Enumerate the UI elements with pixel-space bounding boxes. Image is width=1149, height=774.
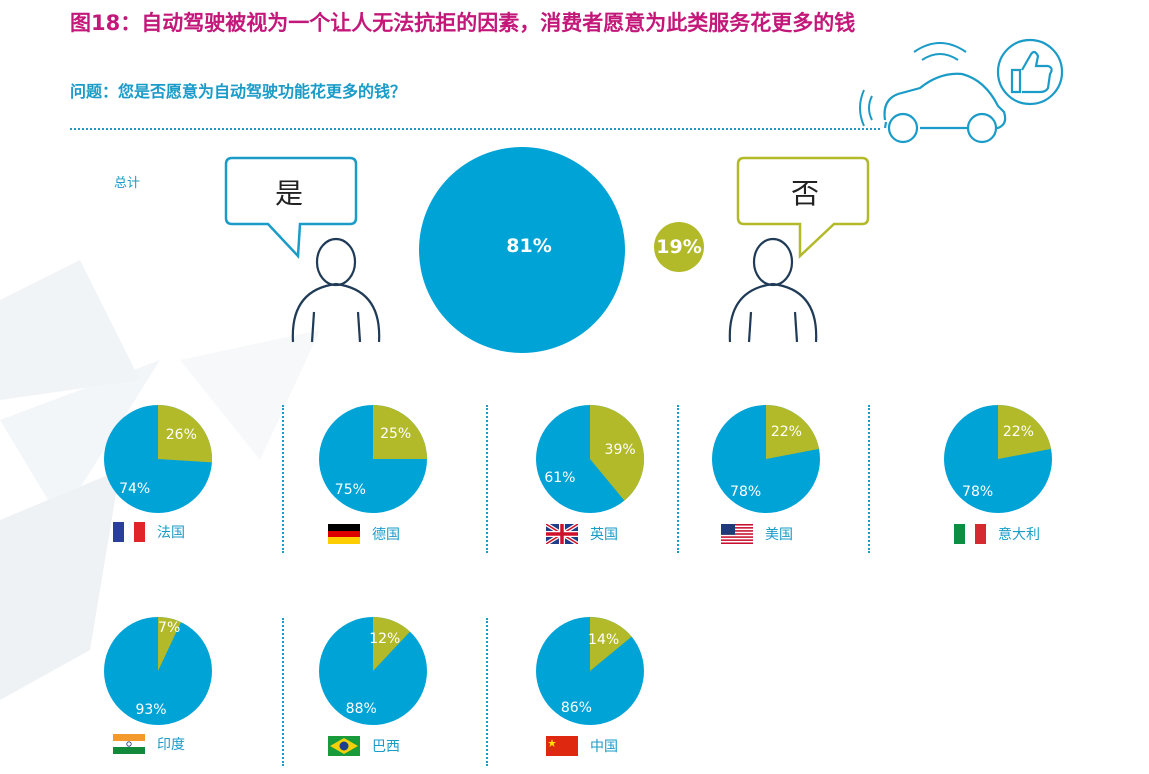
country-pie-chart: 39% 61%	[505, 374, 675, 544]
no-speech-bubble	[736, 156, 870, 259]
person-yes-icon	[291, 237, 381, 343]
pie-slice-no	[158, 405, 212, 463]
country-legend: 意大利	[954, 524, 1040, 544]
pie-label-yes: 93%	[135, 702, 167, 719]
country-pie-chart: 14% 86%	[505, 586, 675, 756]
pie-label-yes: 75%	[334, 481, 366, 498]
pie-slice-no	[998, 405, 1052, 459]
country-pie-chart: 22% 78%	[681, 374, 851, 544]
pie-label-no: 14%	[588, 632, 620, 649]
separator-line	[282, 405, 284, 553]
pie-label-no: 26%	[165, 427, 197, 444]
country-name: 中国	[590, 739, 618, 755]
pie-label-yes: 78%	[962, 483, 994, 500]
country-legend: 印度	[113, 734, 185, 754]
separator-line	[282, 618, 284, 766]
separator-line	[486, 405, 488, 553]
yes-bubble-text: 是	[274, 177, 303, 210]
italy-flag-icon	[954, 524, 986, 544]
pie-label-yes: 61%	[544, 469, 576, 486]
country-name: 美国	[765, 527, 793, 543]
country-name: 意大利	[998, 527, 1040, 543]
country-legend: 美国	[721, 524, 793, 544]
country-pie-chart: 12% 88%	[288, 586, 458, 756]
car-icon	[883, 72, 1007, 144]
wifi-signal-icon	[859, 42, 967, 127]
no-bubble-text: 否	[790, 177, 819, 210]
country-pie-chart: 22% 78%	[913, 374, 1083, 544]
usa-flag-icon	[721, 524, 753, 544]
question-text: 问题：您是否愿意为自动驾驶功能花更多的钱？	[70, 82, 407, 101]
total-no-label: 19%	[656, 236, 702, 258]
pie-label-no: 39%	[604, 442, 636, 459]
pie-slice-no	[373, 617, 410, 671]
country-name: 法国	[157, 525, 185, 541]
country-name: 德国	[372, 527, 400, 543]
country-legend: 德国	[328, 524, 400, 544]
france-flag-icon	[113, 522, 145, 542]
country-name: 印度	[157, 737, 185, 753]
country-legend: 中国	[546, 736, 618, 756]
total-yes-label: 81%	[506, 235, 552, 257]
pie-slice-no	[158, 617, 181, 671]
thumbs-up-icon	[996, 38, 1064, 106]
pie-slice-no	[373, 405, 427, 459]
country-legend: 法国	[113, 522, 185, 542]
total-no-circle	[654, 222, 704, 272]
pie-label-no: 22%	[1002, 424, 1034, 441]
country-legend: 巴西	[328, 736, 400, 756]
india-flag-icon	[113, 734, 145, 754]
pie-slice-no	[766, 405, 820, 459]
pie-label-no: 25%	[380, 426, 412, 443]
separator-line	[868, 405, 870, 553]
country-pie-chart: 7% 93%	[73, 586, 243, 756]
pie-label-yes: 88%	[345, 700, 377, 717]
pie-label-yes: 78%	[730, 483, 762, 500]
uk-flag-icon	[546, 524, 578, 544]
country-pie-chart: 25% 75%	[288, 374, 458, 544]
country-name: 巴西	[372, 739, 400, 755]
chart-title: 图18：自动驾驶被视为一个让人无法抗拒的因素，消费者愿意为此类服务花更多的钱	[70, 11, 856, 35]
country-legend: 英国	[546, 524, 618, 544]
china-flag-icon	[546, 736, 578, 756]
pie-label-no: 7%	[158, 620, 181, 636]
pie-label-no: 12%	[369, 631, 401, 648]
country-pie-chart: 26% 74%	[73, 374, 243, 544]
person-no-icon	[728, 237, 818, 343]
pie-slice-no	[590, 617, 632, 671]
pie-slice-no	[590, 405, 644, 501]
header-divider	[70, 128, 880, 130]
pie-label-yes: 86%	[560, 699, 592, 716]
germany-flag-icon	[328, 524, 360, 544]
brazil-flag-icon	[328, 736, 360, 756]
pie-label-yes: 74%	[119, 480, 151, 497]
total-yes-circle	[419, 147, 625, 353]
pie-label-no: 22%	[770, 424, 802, 441]
country-name: 英国	[590, 527, 618, 543]
separator-line	[677, 405, 679, 553]
separator-line	[486, 618, 488, 766]
total-label: 总计	[114, 176, 141, 191]
yes-speech-bubble	[224, 156, 358, 259]
